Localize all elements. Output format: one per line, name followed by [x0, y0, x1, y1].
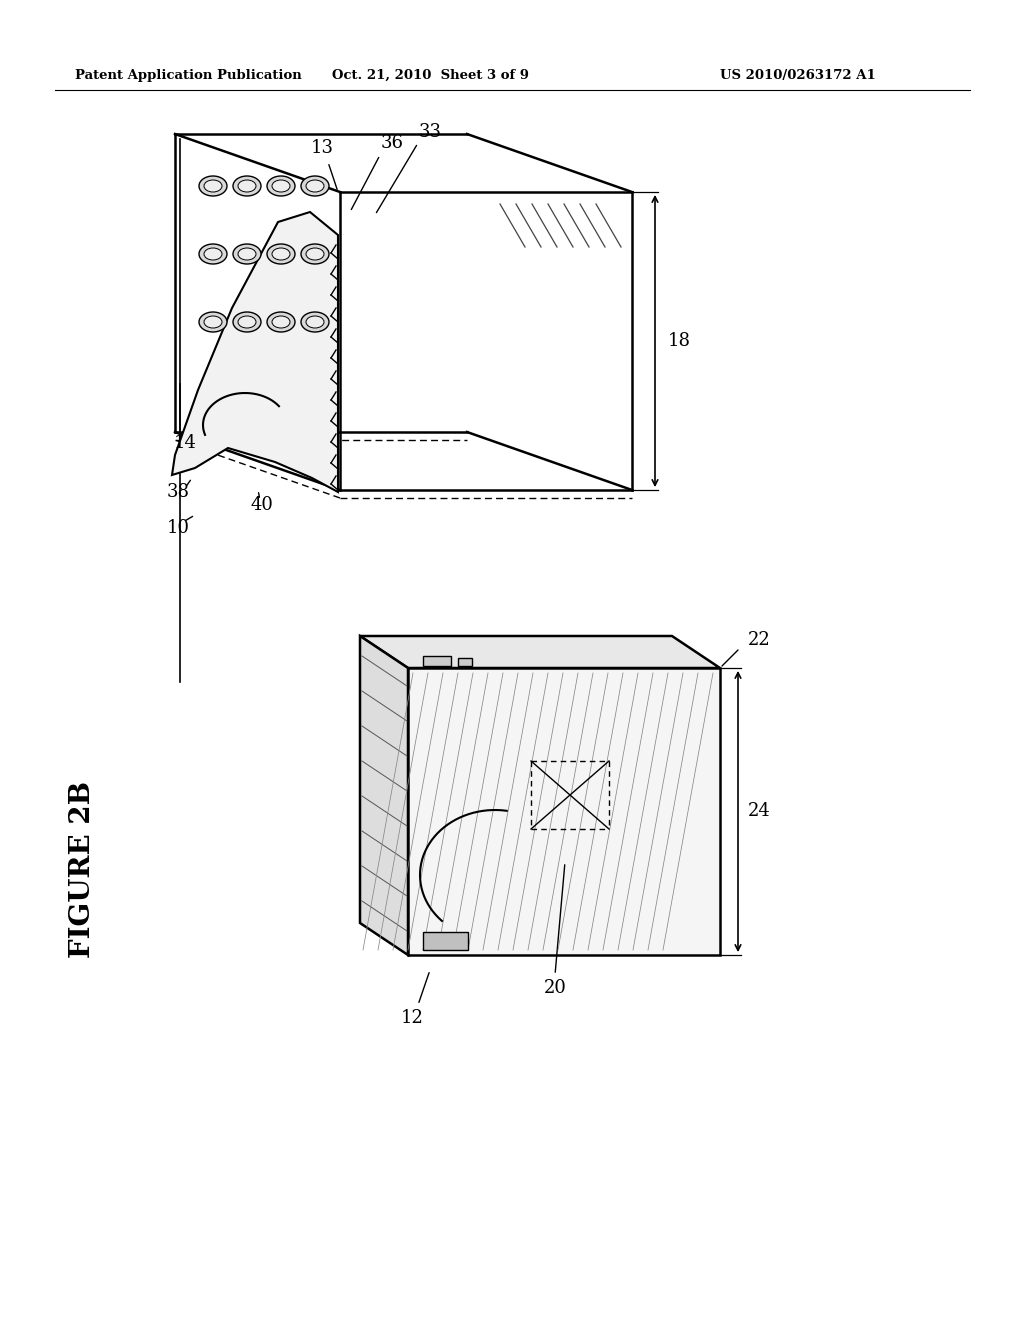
- Text: 38: 38: [167, 483, 189, 502]
- Text: 36: 36: [381, 135, 403, 152]
- Text: 40: 40: [251, 496, 273, 513]
- Ellipse shape: [199, 176, 227, 195]
- Bar: [423, 932, 468, 950]
- Polygon shape: [360, 636, 408, 954]
- Polygon shape: [172, 213, 338, 492]
- Ellipse shape: [301, 244, 329, 264]
- Ellipse shape: [301, 176, 329, 195]
- Ellipse shape: [272, 315, 290, 327]
- Text: 22: 22: [748, 631, 771, 649]
- Text: 33: 33: [419, 123, 441, 141]
- Ellipse shape: [238, 315, 256, 327]
- Text: FIGURE 2B: FIGURE 2B: [69, 781, 95, 958]
- Text: 20: 20: [544, 979, 566, 997]
- Text: 10: 10: [167, 519, 189, 537]
- Ellipse shape: [306, 248, 324, 260]
- Bar: [458, 657, 472, 667]
- Ellipse shape: [267, 176, 295, 195]
- Ellipse shape: [306, 315, 324, 327]
- Text: 24: 24: [748, 803, 771, 820]
- Ellipse shape: [233, 244, 261, 264]
- Text: 13: 13: [310, 139, 334, 157]
- Ellipse shape: [233, 312, 261, 333]
- Ellipse shape: [199, 244, 227, 264]
- Text: Patent Application Publication: Patent Application Publication: [75, 69, 302, 82]
- Text: US 2010/0263172 A1: US 2010/0263172 A1: [720, 69, 876, 82]
- Ellipse shape: [267, 244, 295, 264]
- Ellipse shape: [204, 248, 222, 260]
- Ellipse shape: [267, 312, 295, 333]
- Text: Oct. 21, 2010  Sheet 3 of 9: Oct. 21, 2010 Sheet 3 of 9: [332, 69, 528, 82]
- Ellipse shape: [204, 180, 222, 191]
- Ellipse shape: [272, 180, 290, 191]
- Polygon shape: [408, 668, 720, 954]
- Ellipse shape: [306, 180, 324, 191]
- Ellipse shape: [238, 180, 256, 191]
- Bar: [423, 656, 451, 667]
- Polygon shape: [360, 636, 720, 668]
- Ellipse shape: [204, 315, 222, 327]
- Text: 14: 14: [173, 434, 197, 451]
- Text: 18: 18: [668, 333, 691, 350]
- Ellipse shape: [301, 312, 329, 333]
- Ellipse shape: [199, 312, 227, 333]
- Ellipse shape: [238, 248, 256, 260]
- Ellipse shape: [272, 248, 290, 260]
- Ellipse shape: [233, 176, 261, 195]
- Text: 12: 12: [400, 1008, 424, 1027]
